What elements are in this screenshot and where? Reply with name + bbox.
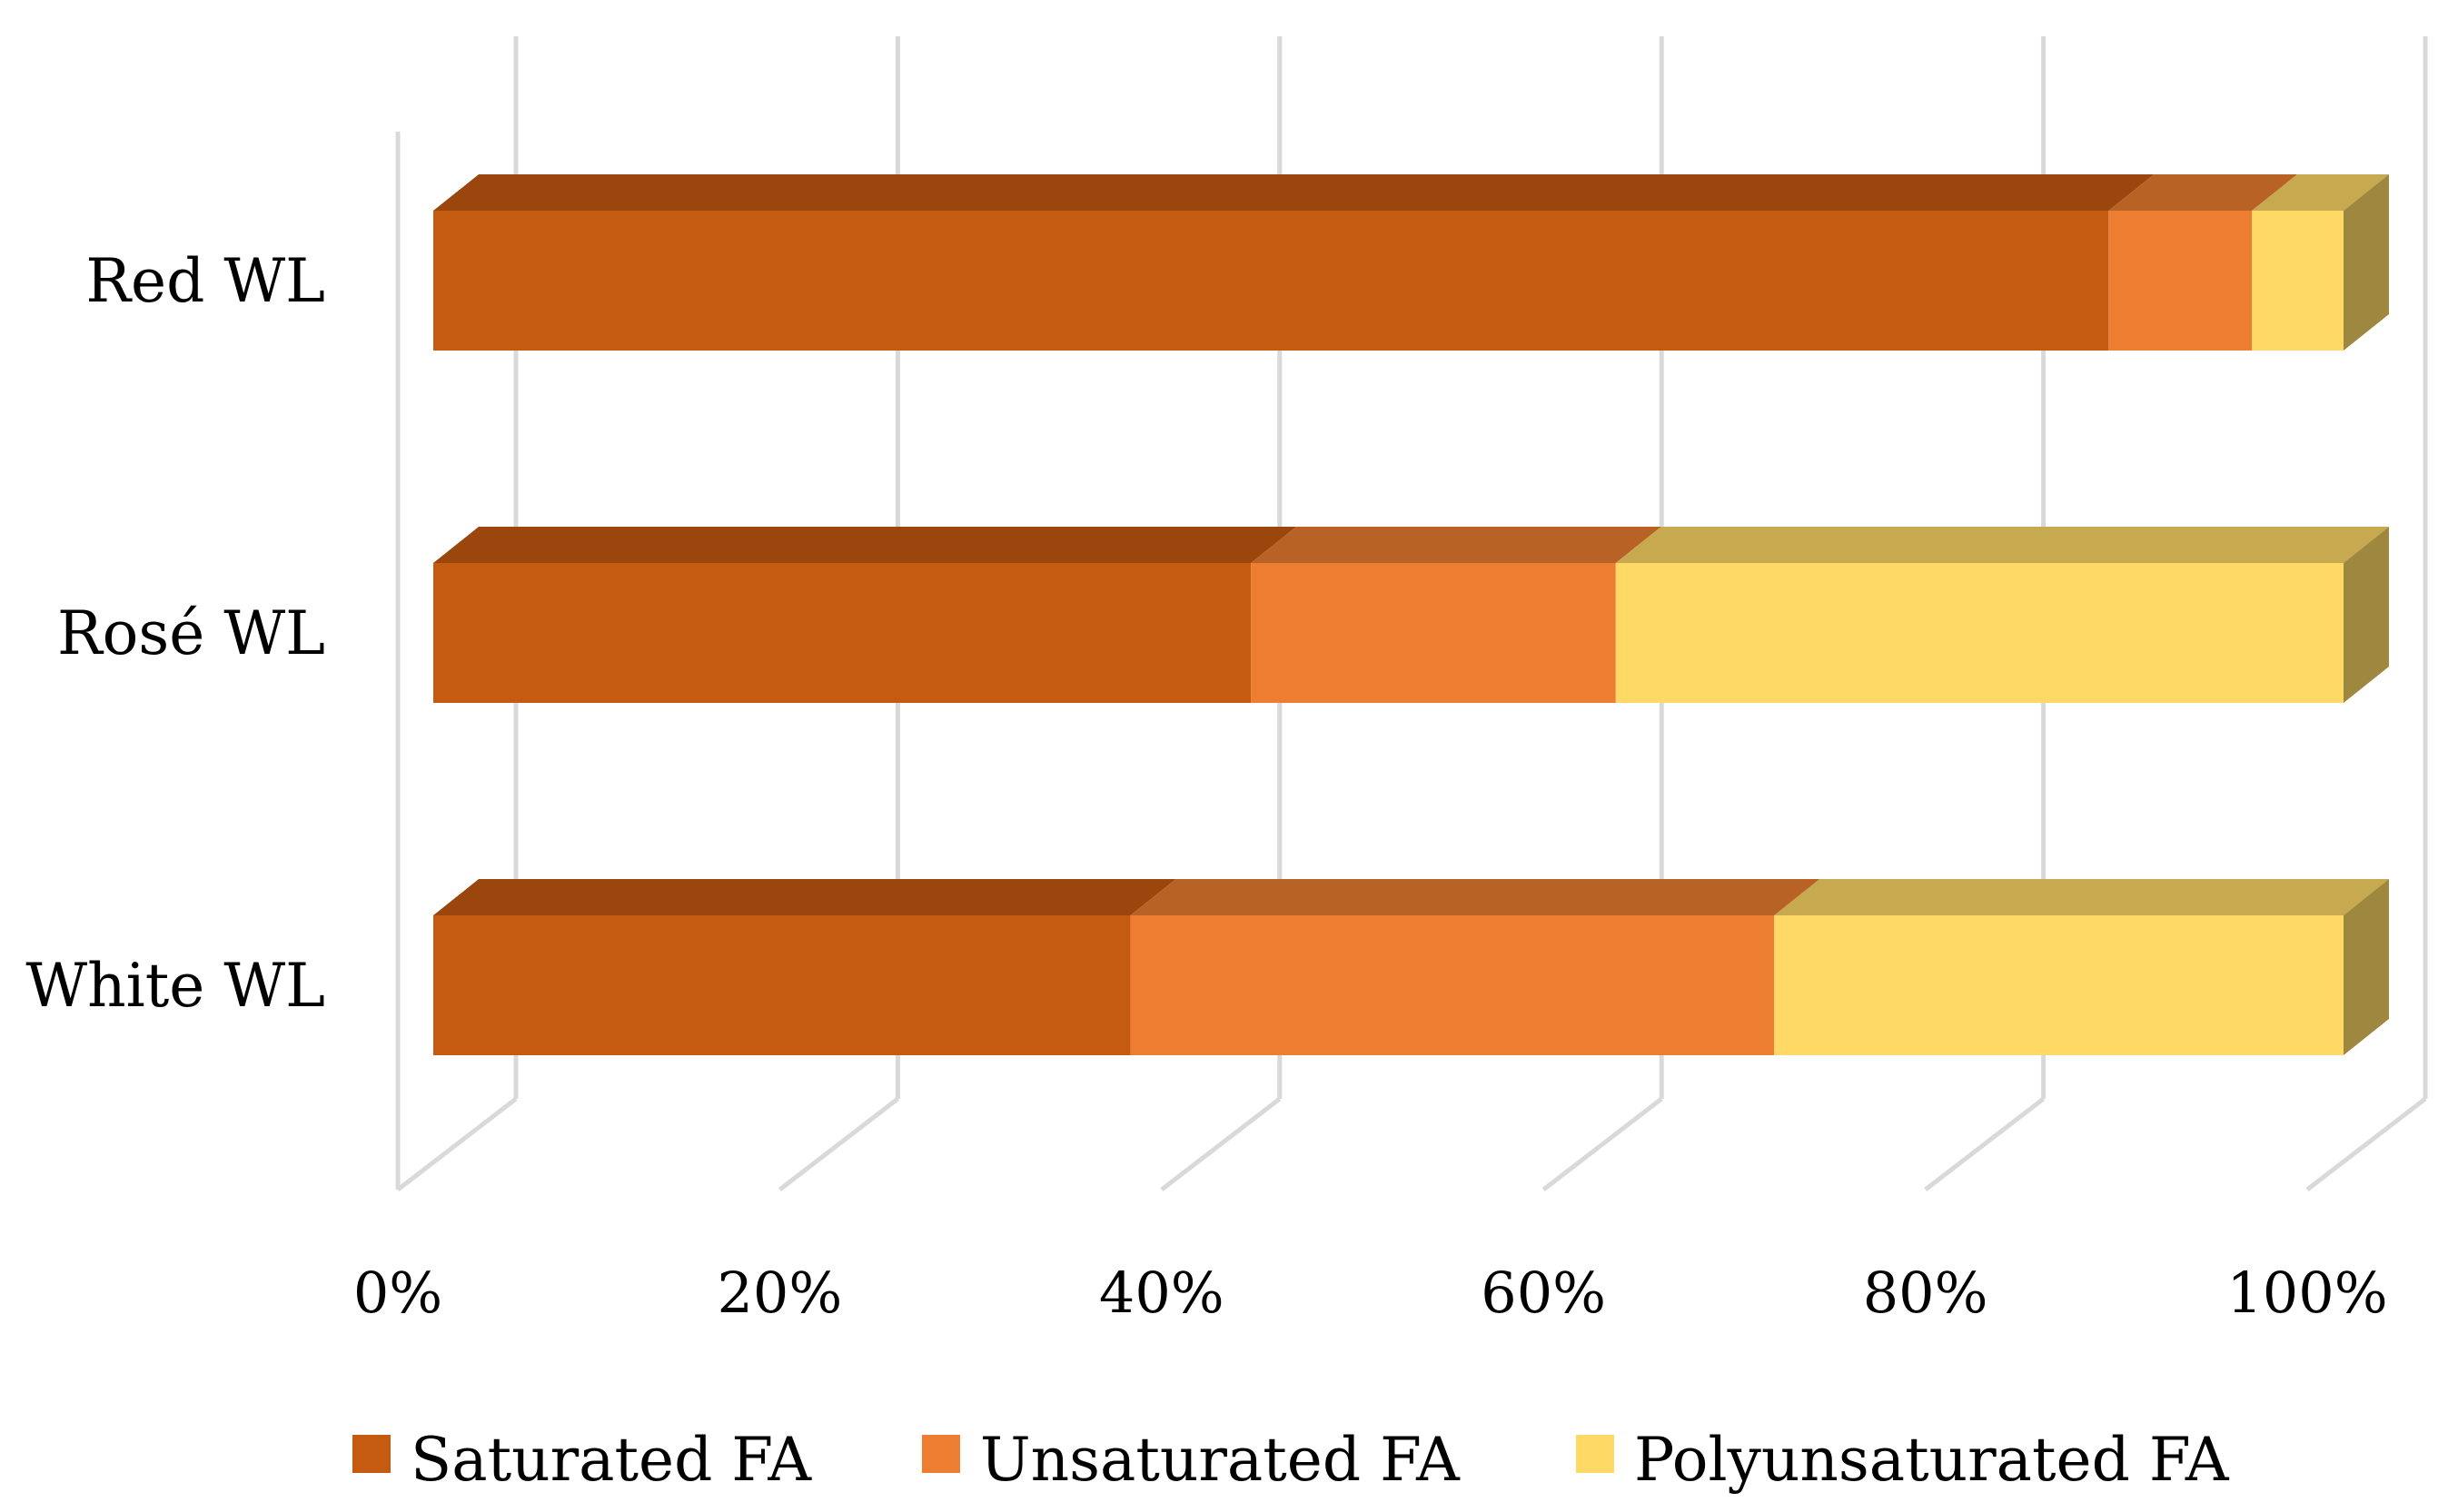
bar-segment-saturated-fa: [433, 879, 1176, 1055]
bar-top-face: [433, 174, 2155, 211]
bars: [433, 174, 2389, 1055]
bar-front-face: [433, 211, 2109, 351]
gridline-floor: [1924, 1097, 2046, 1191]
bar-segment-unsaturated-fa: [2108, 174, 2298, 351]
bar-front-face: [433, 563, 1252, 703]
bar-top-face: [1774, 879, 2389, 915]
legend: Saturated FA Unsaturated FA Polyunsaturate…: [352, 1425, 2230, 1495]
x-tick-label: 0%: [353, 1260, 442, 1326]
x-tick-label: 100%: [2226, 1260, 2387, 1326]
bar-front-face: [1130, 915, 1775, 1055]
bar-top-face: [1130, 879, 1820, 915]
bar-side-face: [2344, 174, 2389, 351]
x-axis-tick-labels: 0% 20% 40% 60% 80% 100%: [353, 1260, 2388, 1326]
bar-top-face: [433, 879, 1176, 915]
gridline-floor: [2305, 1097, 2427, 1191]
bar-side-face: [2344, 879, 2389, 1055]
x-tick-label: 40%: [1099, 1260, 1224, 1326]
bar-front-face: [1251, 563, 1616, 703]
gridline-floor: [1541, 1097, 1663, 1191]
legend-label: Unsaturated FA: [980, 1425, 1461, 1495]
bar-segment-polyunsaturated-fa: [1774, 879, 2389, 1055]
bar-front-face: [2252, 211, 2344, 351]
bar-top-face: [1615, 527, 2389, 563]
gridline-floor: [778, 1097, 899, 1191]
bar-front-face: [1615, 563, 2344, 703]
bar-segment-unsaturated-fa: [1130, 879, 1820, 1055]
legend-label: Saturated FA: [411, 1425, 812, 1495]
bar-top-face: [2108, 174, 2298, 211]
category-label: White WL: [25, 951, 325, 1021]
legend-item: Saturated FA: [352, 1425, 812, 1495]
bar-segment-unsaturated-fa: [1251, 527, 1661, 703]
legend-swatch: [922, 1435, 960, 1473]
x-tick-label: 60%: [1481, 1260, 1606, 1326]
bar-segment-saturated-fa: [433, 527, 1297, 703]
legend-swatch: [1576, 1435, 1614, 1473]
bar-front-face: [433, 915, 1131, 1055]
bar-top-face: [433, 527, 1297, 563]
bar-top-face: [1251, 527, 1661, 563]
gridline-floor: [396, 1097, 518, 1191]
legend-label: Polyunsaturated FA: [1634, 1425, 2230, 1495]
category-label: Red WL: [85, 246, 325, 316]
bar-front-face: [1774, 915, 2344, 1055]
legend-swatch: [352, 1435, 391, 1473]
bar-segment-saturated-fa: [433, 174, 2155, 351]
gridline-floor: [1160, 1097, 1282, 1191]
bar-side-face: [2344, 527, 2389, 703]
bar-front-face: [2108, 211, 2253, 351]
bar-top-face: [2252, 174, 2389, 211]
x-tick-label: 80%: [1863, 1260, 1988, 1326]
x-tick-label: 20%: [717, 1260, 842, 1326]
bar-segment-polyunsaturated-fa: [2252, 174, 2389, 351]
category-labels: Red WL Rosé WL White WL: [25, 246, 325, 1021]
legend-item: Polyunsaturated FA: [1576, 1425, 2230, 1495]
bar-segment-polyunsaturated-fa: [1615, 527, 2389, 703]
category-label: Rosé WL: [57, 598, 325, 668]
legend-item: Unsaturated FA: [922, 1425, 1461, 1495]
